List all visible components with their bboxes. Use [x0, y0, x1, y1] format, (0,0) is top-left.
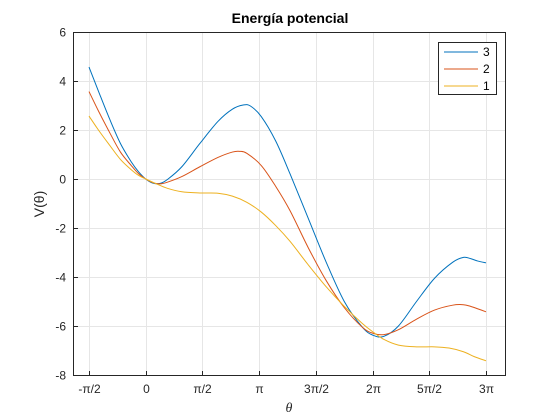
- y-tick-label: 4: [59, 75, 66, 89]
- legend-label-1: 1: [483, 79, 490, 93]
- x-tick-label: 0: [143, 382, 150, 396]
- y-tick-label: -4: [55, 271, 66, 285]
- x-tick-label: 5π/2: [417, 382, 442, 396]
- legend-label-2: 2: [483, 62, 490, 76]
- axis-ticks: -π/2 0 π/2 π 3π/2 2π 5π/2 3π -8 -6 -4 -2 0 2 4 6: [55, 26, 494, 397]
- series-lines: [88, 66, 487, 362]
- x-axis-label: θ: [286, 401, 293, 416]
- x-tick-label: 3π: [479, 382, 494, 396]
- x-tick-label: -π/2: [78, 382, 101, 396]
- y-tick-label: 0: [59, 173, 66, 187]
- series-line-1: [88, 115, 487, 362]
- y-tick-label: 6: [59, 26, 66, 40]
- y-axis-label: V(θ): [31, 191, 47, 217]
- y-tick-label: -8: [55, 369, 66, 383]
- x-tick-label: π/2: [193, 382, 212, 396]
- legend-label-3: 3: [483, 45, 490, 59]
- series-line-2: [88, 91, 487, 336]
- x-tick-label: π: [255, 382, 263, 396]
- legend: 3 2 1: [438, 42, 497, 95]
- plot-border: [73, 32, 506, 376]
- y-tick-label: -2: [55, 222, 66, 236]
- x-tick-label: 3π/2: [304, 382, 329, 396]
- x-tick-label: 2π: [366, 382, 381, 396]
- series-line-3: [88, 66, 487, 338]
- y-tick-label: -6: [55, 320, 66, 334]
- plot-area: [73, 32, 505, 375]
- y-tick-label: 2: [59, 124, 66, 138]
- chart-title: Energía potencial: [232, 10, 349, 26]
